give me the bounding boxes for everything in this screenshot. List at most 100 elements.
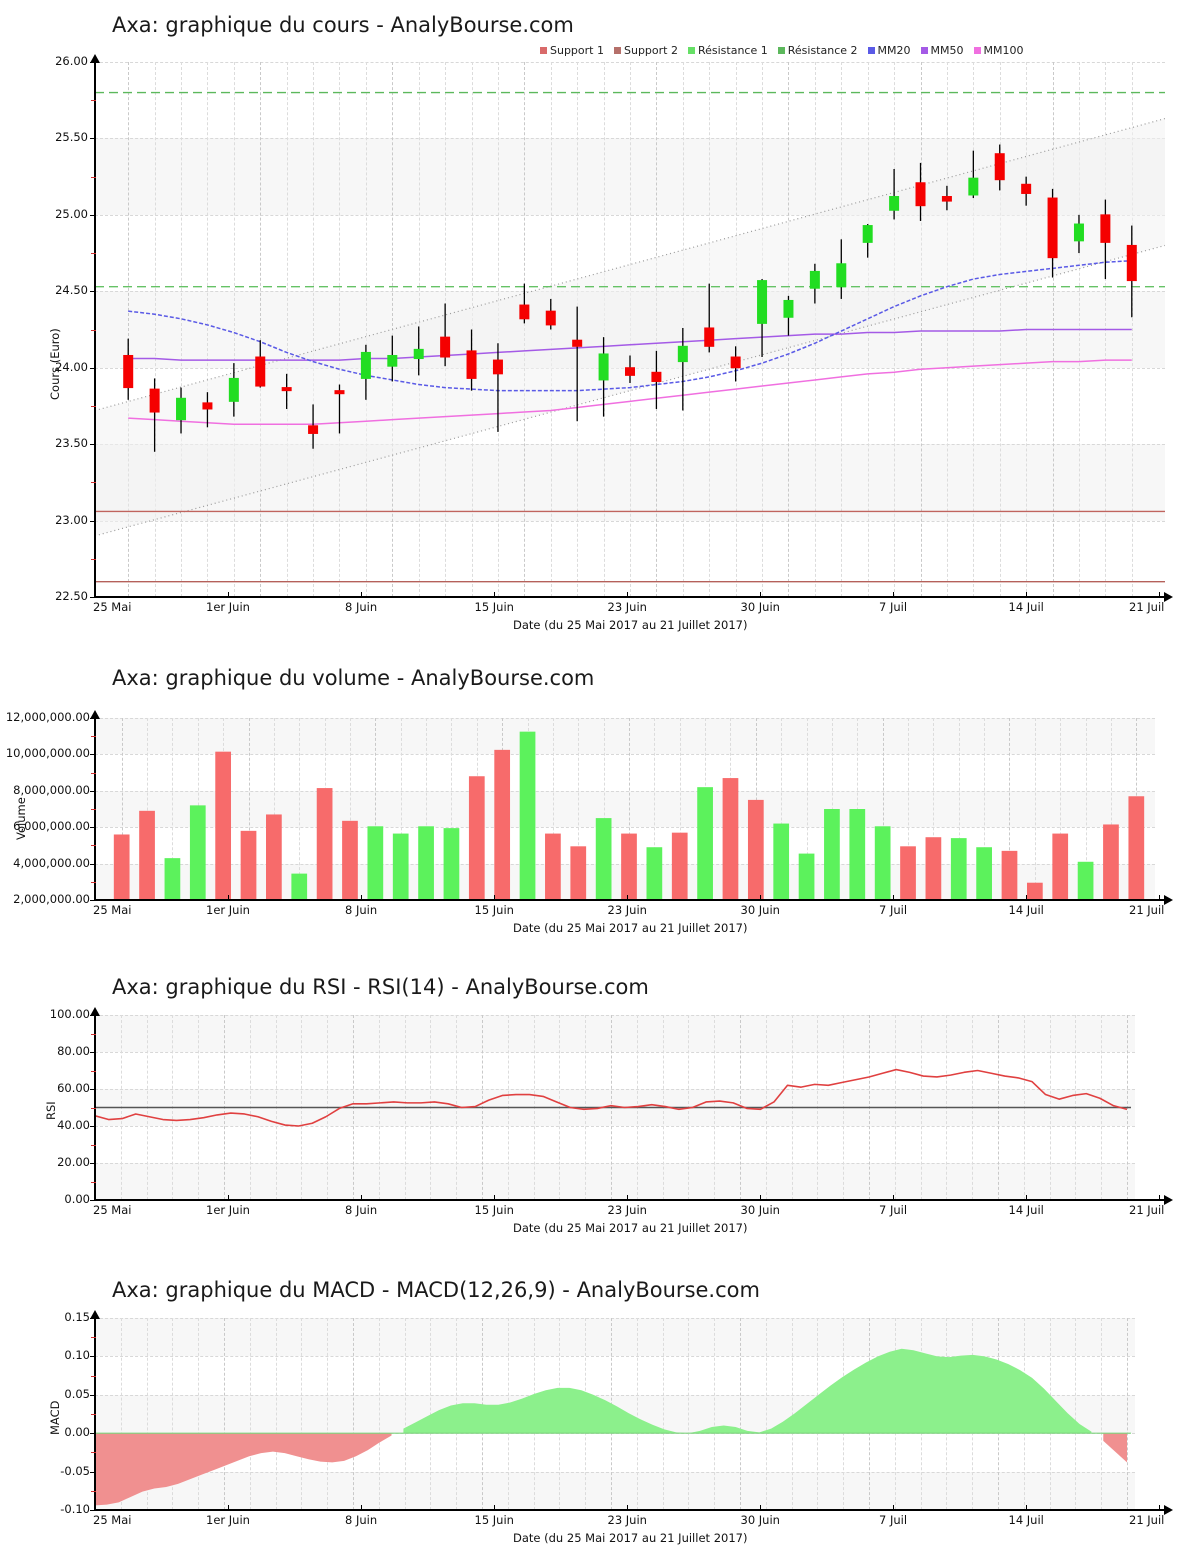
- grid-line-vertical: [1127, 1318, 1128, 1510]
- grid-line-vertical: [1110, 718, 1112, 900]
- candlestick: [941, 185, 952, 211]
- candlestick: [308, 404, 319, 449]
- price-x-axis-arrow: [1164, 592, 1173, 602]
- x-tick-mark: [228, 1505, 229, 1510]
- grid-line-vertical: [781, 718, 783, 900]
- volume-bar: [291, 873, 308, 900]
- y-tick-label: 24.50: [55, 283, 88, 298]
- legend-item-support-2[interactable]: Support 2: [613, 44, 678, 57]
- x-tick-label: 15 Juin: [474, 903, 514, 917]
- y-tick-mark: [90, 367, 96, 369]
- candle-body: [862, 225, 873, 243]
- grid-line-vertical: [275, 1318, 277, 1510]
- legend-item-r-sistance-2[interactable]: Résistance 2: [777, 44, 858, 57]
- x-tick-mark: [893, 1505, 894, 1510]
- candlestick: [413, 326, 424, 376]
- legend-item-r-sistance-1[interactable]: Résistance 1: [687, 44, 768, 57]
- candle-body: [889, 196, 900, 211]
- grid-line-horizontal: [95, 1318, 1135, 1319]
- legend-label: Résistance 1: [697, 44, 768, 57]
- macd-x-axis: [94, 1509, 1164, 1511]
- mm100-line: [128, 359, 1132, 426]
- candlestick: [651, 350, 662, 409]
- candlestick: [730, 346, 741, 382]
- candle-body: [149, 388, 160, 413]
- y-tick-label: 0.15: [64, 1310, 90, 1324]
- x-tick-mark: [1159, 1195, 1160, 1200]
- y-tick-label: 60.00: [57, 1081, 90, 1095]
- x-tick-label: 1er Juin: [206, 600, 250, 614]
- candlestick: [625, 355, 635, 383]
- y-tick-label: 0.00: [64, 1425, 90, 1440]
- grid-line-vertical: [426, 718, 428, 900]
- volume-bar: [646, 847, 663, 900]
- x-tick-mark: [760, 1505, 761, 1510]
- grid-line-vertical: [339, 62, 341, 597]
- volume-plot-area: [95, 718, 1155, 900]
- y-tick-mark: [90, 1356, 96, 1358]
- legend-item-mm100[interactable]: MM100: [973, 44, 1023, 57]
- mm50-line: [128, 328, 1132, 361]
- grid-line-vertical: [765, 1318, 767, 1510]
- rsi-chart-title: Axa: graphique du RSI - RSI(14) - AnalyB…: [112, 975, 649, 999]
- x-tick-label: 7 Juil: [879, 1203, 908, 1217]
- candle-body: [757, 280, 768, 324]
- x-tick-mark: [95, 895, 96, 900]
- legend-item-mm20[interactable]: MM20: [867, 44, 911, 57]
- y-tick-minor-mark: [91, 1337, 96, 1339]
- x-tick-mark: [95, 1505, 96, 1510]
- legend-swatch-icon: [867, 47, 875, 54]
- y-tick-minor-mark: [91, 845, 96, 847]
- y-tick-mark: [90, 863, 96, 865]
- x-tick-mark: [95, 592, 96, 597]
- y-tick-minor-mark: [91, 1181, 96, 1183]
- grid-line-vertical: [1009, 718, 1011, 900]
- legend-swatch-icon: [540, 47, 547, 54]
- volume-chart-title: Axa: graphique du volume - AnalyBourse.c…: [112, 666, 595, 690]
- price-y-axis-arrow: [90, 54, 100, 63]
- volume-bar: [240, 830, 257, 900]
- volume-bar: [1077, 861, 1094, 900]
- y-tick-minor-mark: [91, 1414, 96, 1415]
- x-tick-label: 21 Juil: [1129, 1513, 1165, 1527]
- candlestick: [572, 306, 583, 422]
- candle-body: [572, 339, 583, 347]
- grid-line-vertical: [260, 62, 262, 597]
- volume-bar: [900, 846, 916, 900]
- grid-line-vertical: [273, 718, 275, 900]
- y-tick-mark: [90, 1126, 96, 1127]
- x-tick-label: 14 Juil: [1008, 600, 1044, 614]
- legend-swatch-icon: [973, 47, 981, 54]
- grid-line-vertical: [249, 1318, 251, 1510]
- x-tick-label: 7 Juil: [879, 1513, 908, 1527]
- volume-bar: [139, 810, 155, 900]
- x-tick-mark: [228, 592, 229, 597]
- volume-bar: [824, 809, 840, 900]
- x-tick-mark: [760, 1195, 761, 1200]
- grid-line-vertical: [146, 1318, 148, 1510]
- y-tick-mark: [90, 1200, 96, 1201]
- candlestick: [783, 295, 794, 336]
- volume-bar: [722, 778, 739, 900]
- volume-bar: [113, 834, 130, 900]
- candle-body: [704, 327, 715, 347]
- grid-line-vertical: [603, 718, 605, 900]
- legend-item-mm50[interactable]: MM50: [920, 44, 964, 57]
- grid-line-horizontal: [95, 1471, 1135, 1473]
- grid-line-horizontal: [95, 1163, 1135, 1164]
- y-tick-minor-mark: [91, 1033, 96, 1035]
- grid-line-vertical: [636, 1318, 638, 1510]
- grid-line-vertical: [791, 1318, 793, 1510]
- candle-body: [598, 353, 609, 381]
- x-tick-mark: [627, 1505, 628, 1510]
- grid-line-vertical: [286, 62, 288, 597]
- x-tick-label: 8 Juin: [345, 600, 378, 614]
- candle-body: [308, 425, 319, 434]
- y-tick-mark: [90, 1510, 96, 1511]
- candlestick: [123, 338, 134, 400]
- x-tick-mark: [627, 1195, 628, 1200]
- chart-legend: Support 1 Support 2 Résistance 1 Résistance…: [540, 44, 1023, 57]
- legend-item-support-1[interactable]: Support 1: [540, 44, 604, 57]
- y-tick-minor-mark: [91, 405, 96, 407]
- grid-line-vertical: [999, 62, 1001, 597]
